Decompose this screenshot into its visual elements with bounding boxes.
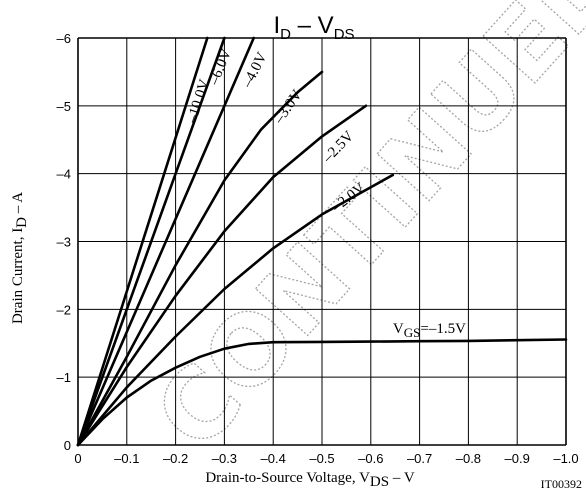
y-axis-title: Drain Current, ID – A (10, 192, 30, 324)
series-label: –4.0V (239, 50, 271, 91)
series-label: VGS=–1.5V (393, 321, 466, 340)
x-tick-label: –0.6 (358, 451, 383, 466)
y-tick-label: –2 (57, 302, 71, 317)
x-tick-label: –0.1 (114, 451, 139, 466)
watermark: CONTINUED (134, 0, 586, 470)
x-tick-label: –0.8 (456, 451, 481, 466)
x-tick-label: –0.5 (309, 451, 334, 466)
series-line (76, 338, 568, 447)
x-tick-label: –0.2 (163, 451, 188, 466)
y-tick-label: –1 (57, 370, 71, 385)
series-line (76, 36, 226, 447)
series-line (76, 173, 395, 447)
series-line (76, 36, 209, 447)
y-tick-label: –6 (57, 31, 71, 46)
y-tick-label: –4 (57, 167, 71, 182)
series-line (76, 36, 255, 447)
x-tick-label: –0.4 (261, 451, 286, 466)
curves (76, 36, 568, 447)
x-tick-label: –0.3 (212, 451, 237, 466)
y-tick-label: 0 (64, 438, 71, 453)
part-code: IT00392 (541, 477, 582, 491)
series-line (76, 70, 324, 447)
series-label: –6.0V (206, 47, 235, 88)
chart-title: ID – VDS (273, 12, 354, 43)
x-tick-label: –1.0 (553, 451, 578, 466)
x-axis-title: Drain-to-Source Voltage, VDS – V (205, 470, 414, 490)
x-tick-label: 0 (74, 451, 81, 466)
series-label: –3.0V (271, 87, 306, 128)
y-tick-label: –5 (57, 99, 71, 114)
y-tick-label: –3 (57, 235, 71, 250)
tick-labels: 0 –0.1 –0.2 –0.3 –0.4 –0.5 –0.6 –0.7 –0.8 –0.9 –1.… (57, 31, 579, 466)
x-tick-label: –0.9 (505, 451, 530, 466)
series-line (76, 104, 368, 447)
x-tick-label: –0.7 (407, 451, 432, 466)
